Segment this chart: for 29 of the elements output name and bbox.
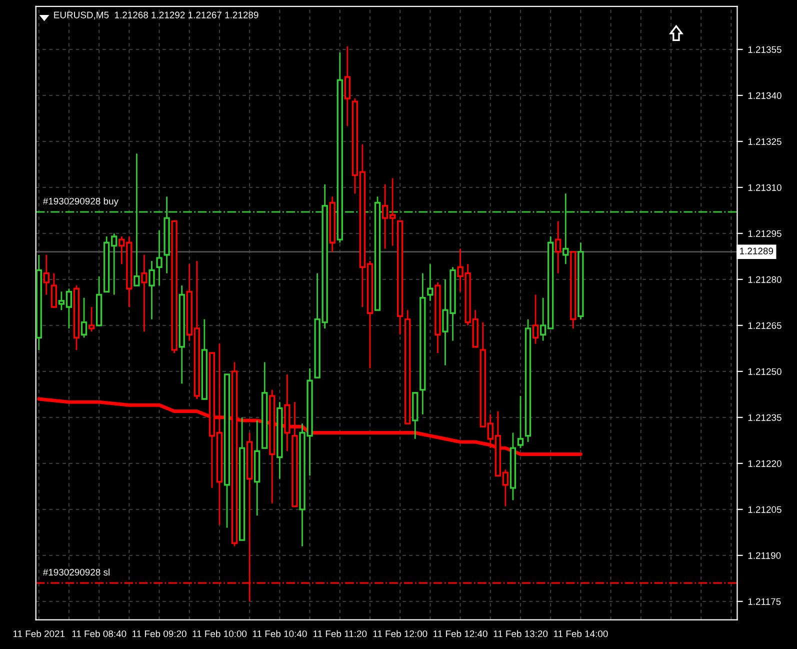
ref-line-label: #1930290928 buy <box>42 198 118 206</box>
y-tick-label: 1.21250 <box>748 368 782 375</box>
x-tick-label: 11 Feb 12:40 <box>434 630 488 638</box>
y-tick-label: 1.21340 <box>748 92 782 99</box>
y-tick-label: 1.21355 <box>748 46 782 53</box>
x-tick-label: 11 Feb 14:00 <box>554 630 608 638</box>
x-tick-label: 11 Feb 11:20 <box>313 630 367 638</box>
y-tick-label: 1.21220 <box>748 460 782 467</box>
y-tick-label: 1.21295 <box>748 230 782 237</box>
x-tick-label: 11 Feb 10:00 <box>192 630 247 638</box>
x-tick-label: 11 Feb 08:40 <box>72 630 126 638</box>
ref-line-label: #1930290928 sl <box>42 568 110 576</box>
candlestick <box>156 230 162 286</box>
x-tick-label: 11 Feb 09:20 <box>132 630 186 638</box>
x-tick-label: 11 Feb 13:20 <box>494 630 548 638</box>
y-tick-label: 1.21235 <box>748 414 782 421</box>
ref-line-label: 1.21289 <box>740 248 774 254</box>
candlestick <box>517 395 524 449</box>
x-tick-label: 11 Feb 2021 <box>13 630 65 638</box>
x-tick-label: 11 Feb 10:40 <box>252 630 307 638</box>
y-tick-label: 1.21325 <box>748 138 782 145</box>
y-tick-label: 1.21265 <box>748 322 782 329</box>
x-tick-label: 11 Feb 12:00 <box>373 630 428 638</box>
chart-title: EURUSD,M5 1.21268 1.21292 1.21267 1.21289 <box>54 12 258 20</box>
y-tick-label: 1.21175 <box>748 598 781 605</box>
y-tick-label: 1.21205 <box>748 506 782 513</box>
y-tick-label: 1.21280 <box>748 276 782 283</box>
y-tick-label: 1.21310 <box>748 184 782 191</box>
y-tick-label: 1.21190 <box>748 552 781 559</box>
